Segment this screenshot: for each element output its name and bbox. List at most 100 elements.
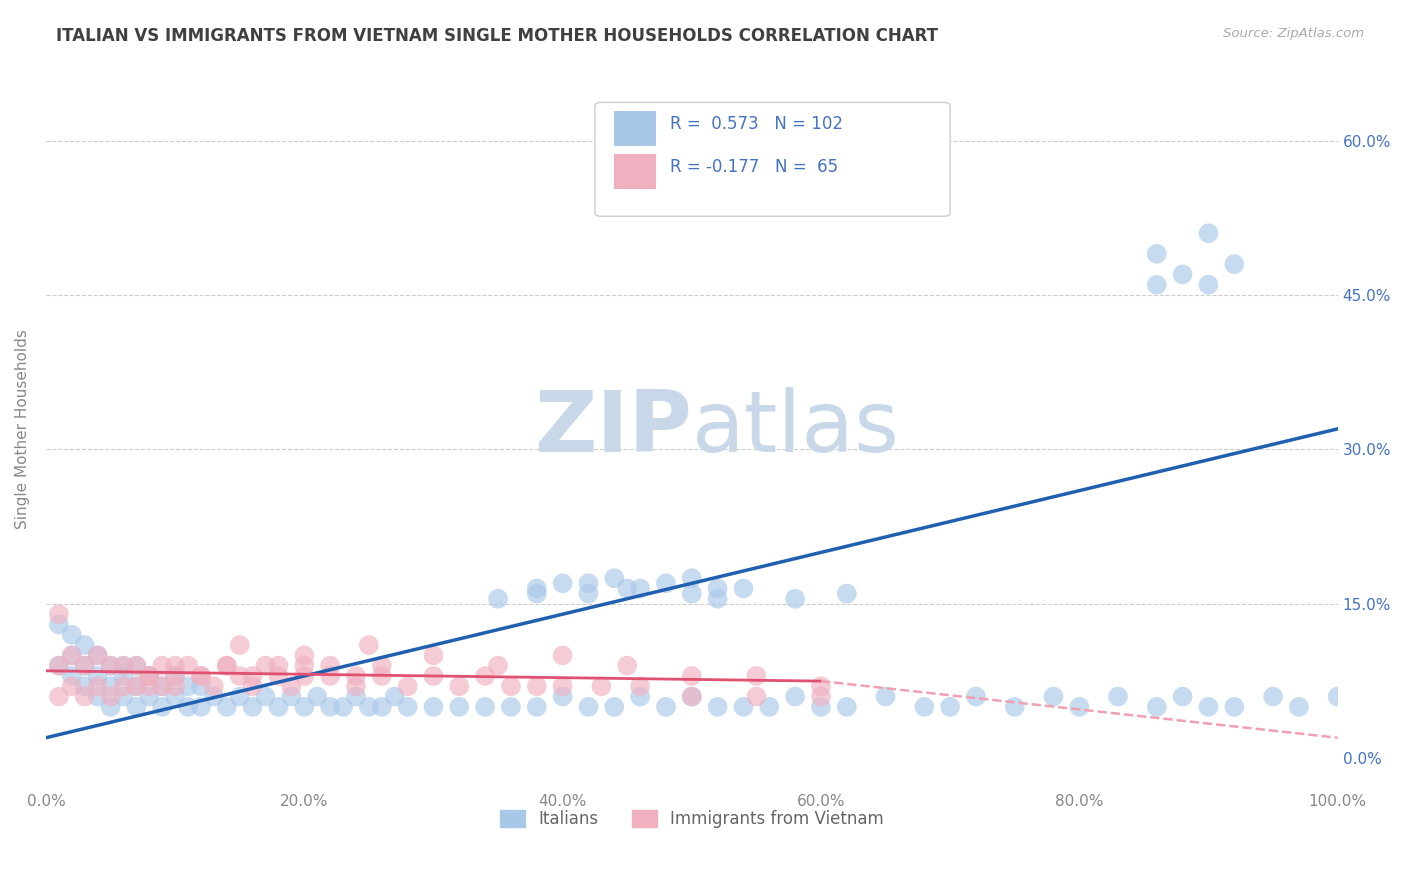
Point — [616, 582, 638, 596]
Point — [60, 669, 83, 683]
Point — [344, 669, 367, 683]
Point — [384, 690, 406, 704]
Point — [1004, 699, 1026, 714]
Point — [165, 669, 187, 683]
Point — [526, 679, 548, 693]
Point — [474, 699, 496, 714]
Point — [1146, 277, 1168, 292]
Point — [60, 648, 83, 663]
Point — [73, 638, 96, 652]
Point — [86, 690, 108, 704]
Point — [215, 658, 238, 673]
Point — [785, 591, 807, 606]
Point — [177, 658, 200, 673]
Point — [138, 679, 160, 693]
Text: atlas: atlas — [692, 387, 900, 470]
Point — [422, 699, 444, 714]
Point — [73, 658, 96, 673]
Point — [112, 658, 135, 673]
Point — [745, 669, 768, 683]
Point — [48, 607, 70, 622]
Point — [190, 699, 212, 714]
Point — [1171, 690, 1194, 704]
Point — [526, 582, 548, 596]
Point — [706, 699, 728, 714]
Point — [681, 571, 703, 585]
Point — [86, 669, 108, 683]
Point — [681, 586, 703, 600]
Point — [292, 699, 315, 714]
Point — [150, 699, 173, 714]
Point — [1146, 247, 1168, 261]
Point — [810, 679, 832, 693]
Point — [474, 669, 496, 683]
Point — [422, 669, 444, 683]
Point — [875, 690, 897, 704]
Point — [319, 669, 342, 683]
Point — [628, 582, 651, 596]
Text: R =  0.573   N = 102: R = 0.573 N = 102 — [669, 115, 842, 133]
Point — [150, 658, 173, 673]
Point — [267, 699, 290, 714]
Point — [125, 658, 148, 673]
Point — [1326, 690, 1348, 704]
Point — [125, 699, 148, 714]
Point — [215, 658, 238, 673]
Point — [125, 679, 148, 693]
Point — [165, 658, 187, 673]
Point — [254, 658, 277, 673]
Point — [48, 658, 70, 673]
Point — [48, 617, 70, 632]
Point — [681, 690, 703, 704]
Point — [526, 586, 548, 600]
Point — [499, 679, 522, 693]
Point — [810, 690, 832, 704]
Point — [60, 679, 83, 693]
Point — [138, 669, 160, 683]
Point — [1198, 699, 1220, 714]
Point — [86, 648, 108, 663]
Point — [202, 690, 225, 704]
Point — [165, 679, 187, 693]
Point — [1288, 699, 1310, 714]
Point — [319, 658, 342, 673]
Point — [486, 658, 509, 673]
Point — [655, 576, 678, 591]
Point — [422, 648, 444, 663]
Point — [267, 669, 290, 683]
Point — [332, 699, 354, 714]
Point — [357, 699, 380, 714]
Point — [165, 669, 187, 683]
Point — [228, 669, 250, 683]
Point — [73, 690, 96, 704]
Point — [292, 669, 315, 683]
Point — [591, 679, 613, 693]
Point — [307, 690, 329, 704]
Point — [228, 690, 250, 704]
Point — [60, 628, 83, 642]
Point — [319, 699, 342, 714]
Point — [86, 648, 108, 663]
Point — [551, 648, 574, 663]
Point — [965, 690, 987, 704]
Point — [280, 690, 302, 704]
Point — [733, 699, 755, 714]
Point — [578, 576, 600, 591]
Point — [86, 679, 108, 693]
Point — [112, 658, 135, 673]
Point — [242, 669, 264, 683]
Legend: Italians, Immigrants from Vietnam: Italians, Immigrants from Vietnam — [494, 804, 890, 835]
Point — [280, 679, 302, 693]
FancyBboxPatch shape — [614, 111, 655, 145]
Point — [835, 586, 858, 600]
Point — [939, 699, 962, 714]
Point — [150, 679, 173, 693]
Point — [681, 669, 703, 683]
Point — [396, 679, 419, 693]
Point — [616, 658, 638, 673]
Point — [785, 690, 807, 704]
Point — [578, 586, 600, 600]
Point — [215, 699, 238, 714]
Point — [486, 591, 509, 606]
Point — [100, 658, 122, 673]
